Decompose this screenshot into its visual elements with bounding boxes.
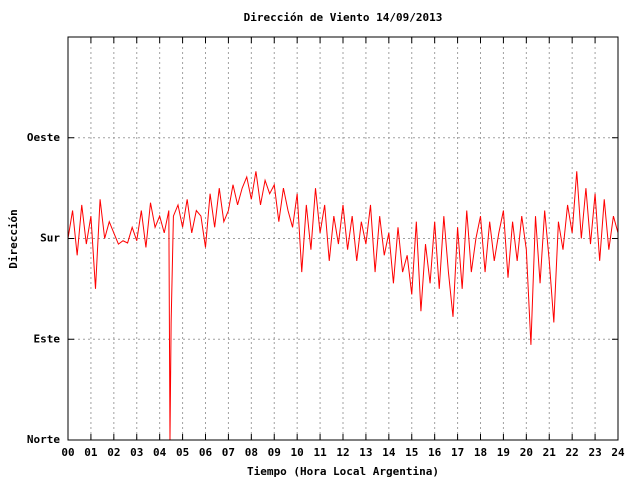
x-tick-label: 16 [428,446,442,459]
x-tick-label: 12 [336,446,349,459]
x-tick-label: 10 [291,446,304,459]
x-tick-label: 07 [222,446,235,459]
x-tick-label: 00 [61,446,74,459]
x-tick-label: 04 [153,446,167,459]
y-tick-label: Oeste [27,131,60,144]
x-tick-label: 03 [130,446,143,459]
x-tick-label: 20 [520,446,533,459]
x-tick-label: 18 [474,446,487,459]
x-tick-label: 22 [566,446,579,459]
y-tick-label: Norte [27,433,60,446]
x-tick-label: 06 [199,446,213,459]
chart-title: Dirección de Viento 14/09/2013 [244,11,443,24]
x-tick-label: 05 [176,446,189,459]
data-line [67,171,619,441]
plot-border [67,36,619,441]
x-tick-label: 11 [313,446,327,459]
x-tick-label: 19 [497,446,510,459]
y-tick-label: Sur [40,232,60,245]
x-tick-label: 23 [588,446,601,459]
x-tick-label: 09 [268,446,281,459]
x-tick-label: 14 [382,446,396,459]
x-tick-label: 24 [611,446,625,459]
x-tick-label: 01 [84,446,98,459]
x-axis-label: Tiempo (Hora Local Argentina) [247,465,439,478]
x-tick-label: 17 [451,446,464,459]
x-tick-label: 13 [359,446,372,459]
y-tick-label: Este [34,332,61,345]
x-tick-label: 15 [405,446,418,459]
y-axis-label: Dirección [7,209,20,269]
x-tick-label: 02 [107,446,120,459]
x-tick-label: 21 [543,446,557,459]
x-tick-label: 08 [245,446,258,459]
